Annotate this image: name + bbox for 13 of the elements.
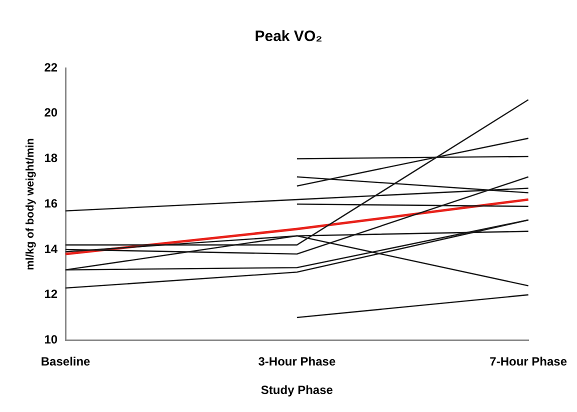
x-tick-label: 3-Hour Phase bbox=[258, 354, 336, 369]
y-tick-label: 22 bbox=[44, 60, 58, 74]
y-axis-title: ml/kg of body weight/min bbox=[24, 138, 37, 270]
chart-title: Peak VO₂ bbox=[254, 28, 322, 46]
x-axis-title: Study Phase bbox=[260, 383, 334, 398]
x-tick-label: 7-Hour Phase bbox=[490, 354, 568, 369]
y-tick-label: 18 bbox=[44, 151, 58, 166]
y-tick-label: 20 bbox=[44, 106, 58, 120]
y-tick-label: 10 bbox=[44, 332, 58, 347]
y-tick-label: 16 bbox=[44, 196, 58, 210]
y-tick-label: 14 bbox=[44, 242, 58, 256]
x-tick-label: Baseline bbox=[40, 354, 91, 369]
y-tick-label: 12 bbox=[44, 287, 58, 302]
